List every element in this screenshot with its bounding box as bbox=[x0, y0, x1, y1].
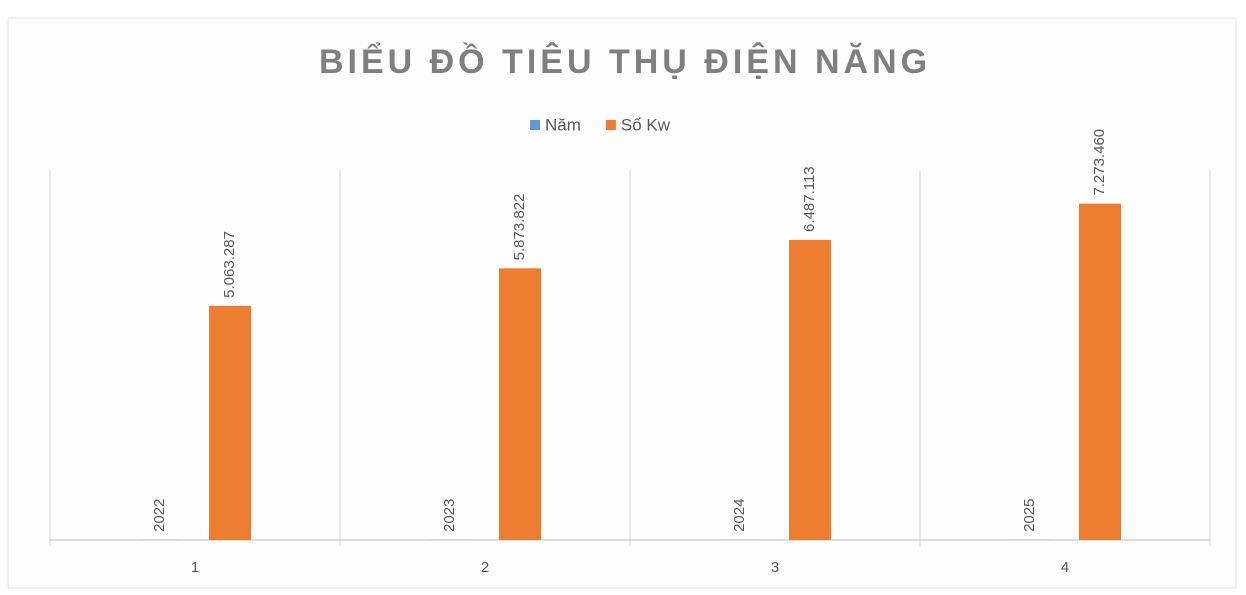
x-tick-label: 1 bbox=[191, 559, 199, 576]
data-label: 2024 bbox=[731, 499, 748, 532]
legend-swatch bbox=[530, 120, 540, 130]
data-label: 5.063.287 bbox=[221, 231, 238, 298]
chart-frame bbox=[7, 17, 1237, 589]
bar bbox=[1079, 203, 1121, 540]
data-label: 6.487.113 bbox=[801, 166, 818, 232]
bar bbox=[789, 239, 831, 541]
legend-swatch bbox=[605, 120, 616, 130]
data-label: 2025 bbox=[1021, 499, 1038, 532]
legend-label: Năm bbox=[545, 115, 581, 134]
data-label: 5.873.822 bbox=[511, 194, 528, 261]
x-tick-label: 4 bbox=[1061, 559, 1069, 576]
bar bbox=[209, 305, 251, 540]
data-label: 7.273.460 bbox=[1091, 129, 1108, 196]
bar bbox=[499, 268, 541, 540]
x-tick-label: 3 bbox=[771, 559, 779, 576]
x-tick-label: 2 bbox=[481, 559, 489, 576]
chart-title: BIỂU ĐỒ TIÊU THỤ ĐIỆN NĂNG bbox=[319, 43, 931, 81]
data-label: 2023 bbox=[441, 499, 458, 532]
data-label: 2022 bbox=[151, 499, 168, 532]
legend-label: Số Kw bbox=[621, 115, 671, 134]
